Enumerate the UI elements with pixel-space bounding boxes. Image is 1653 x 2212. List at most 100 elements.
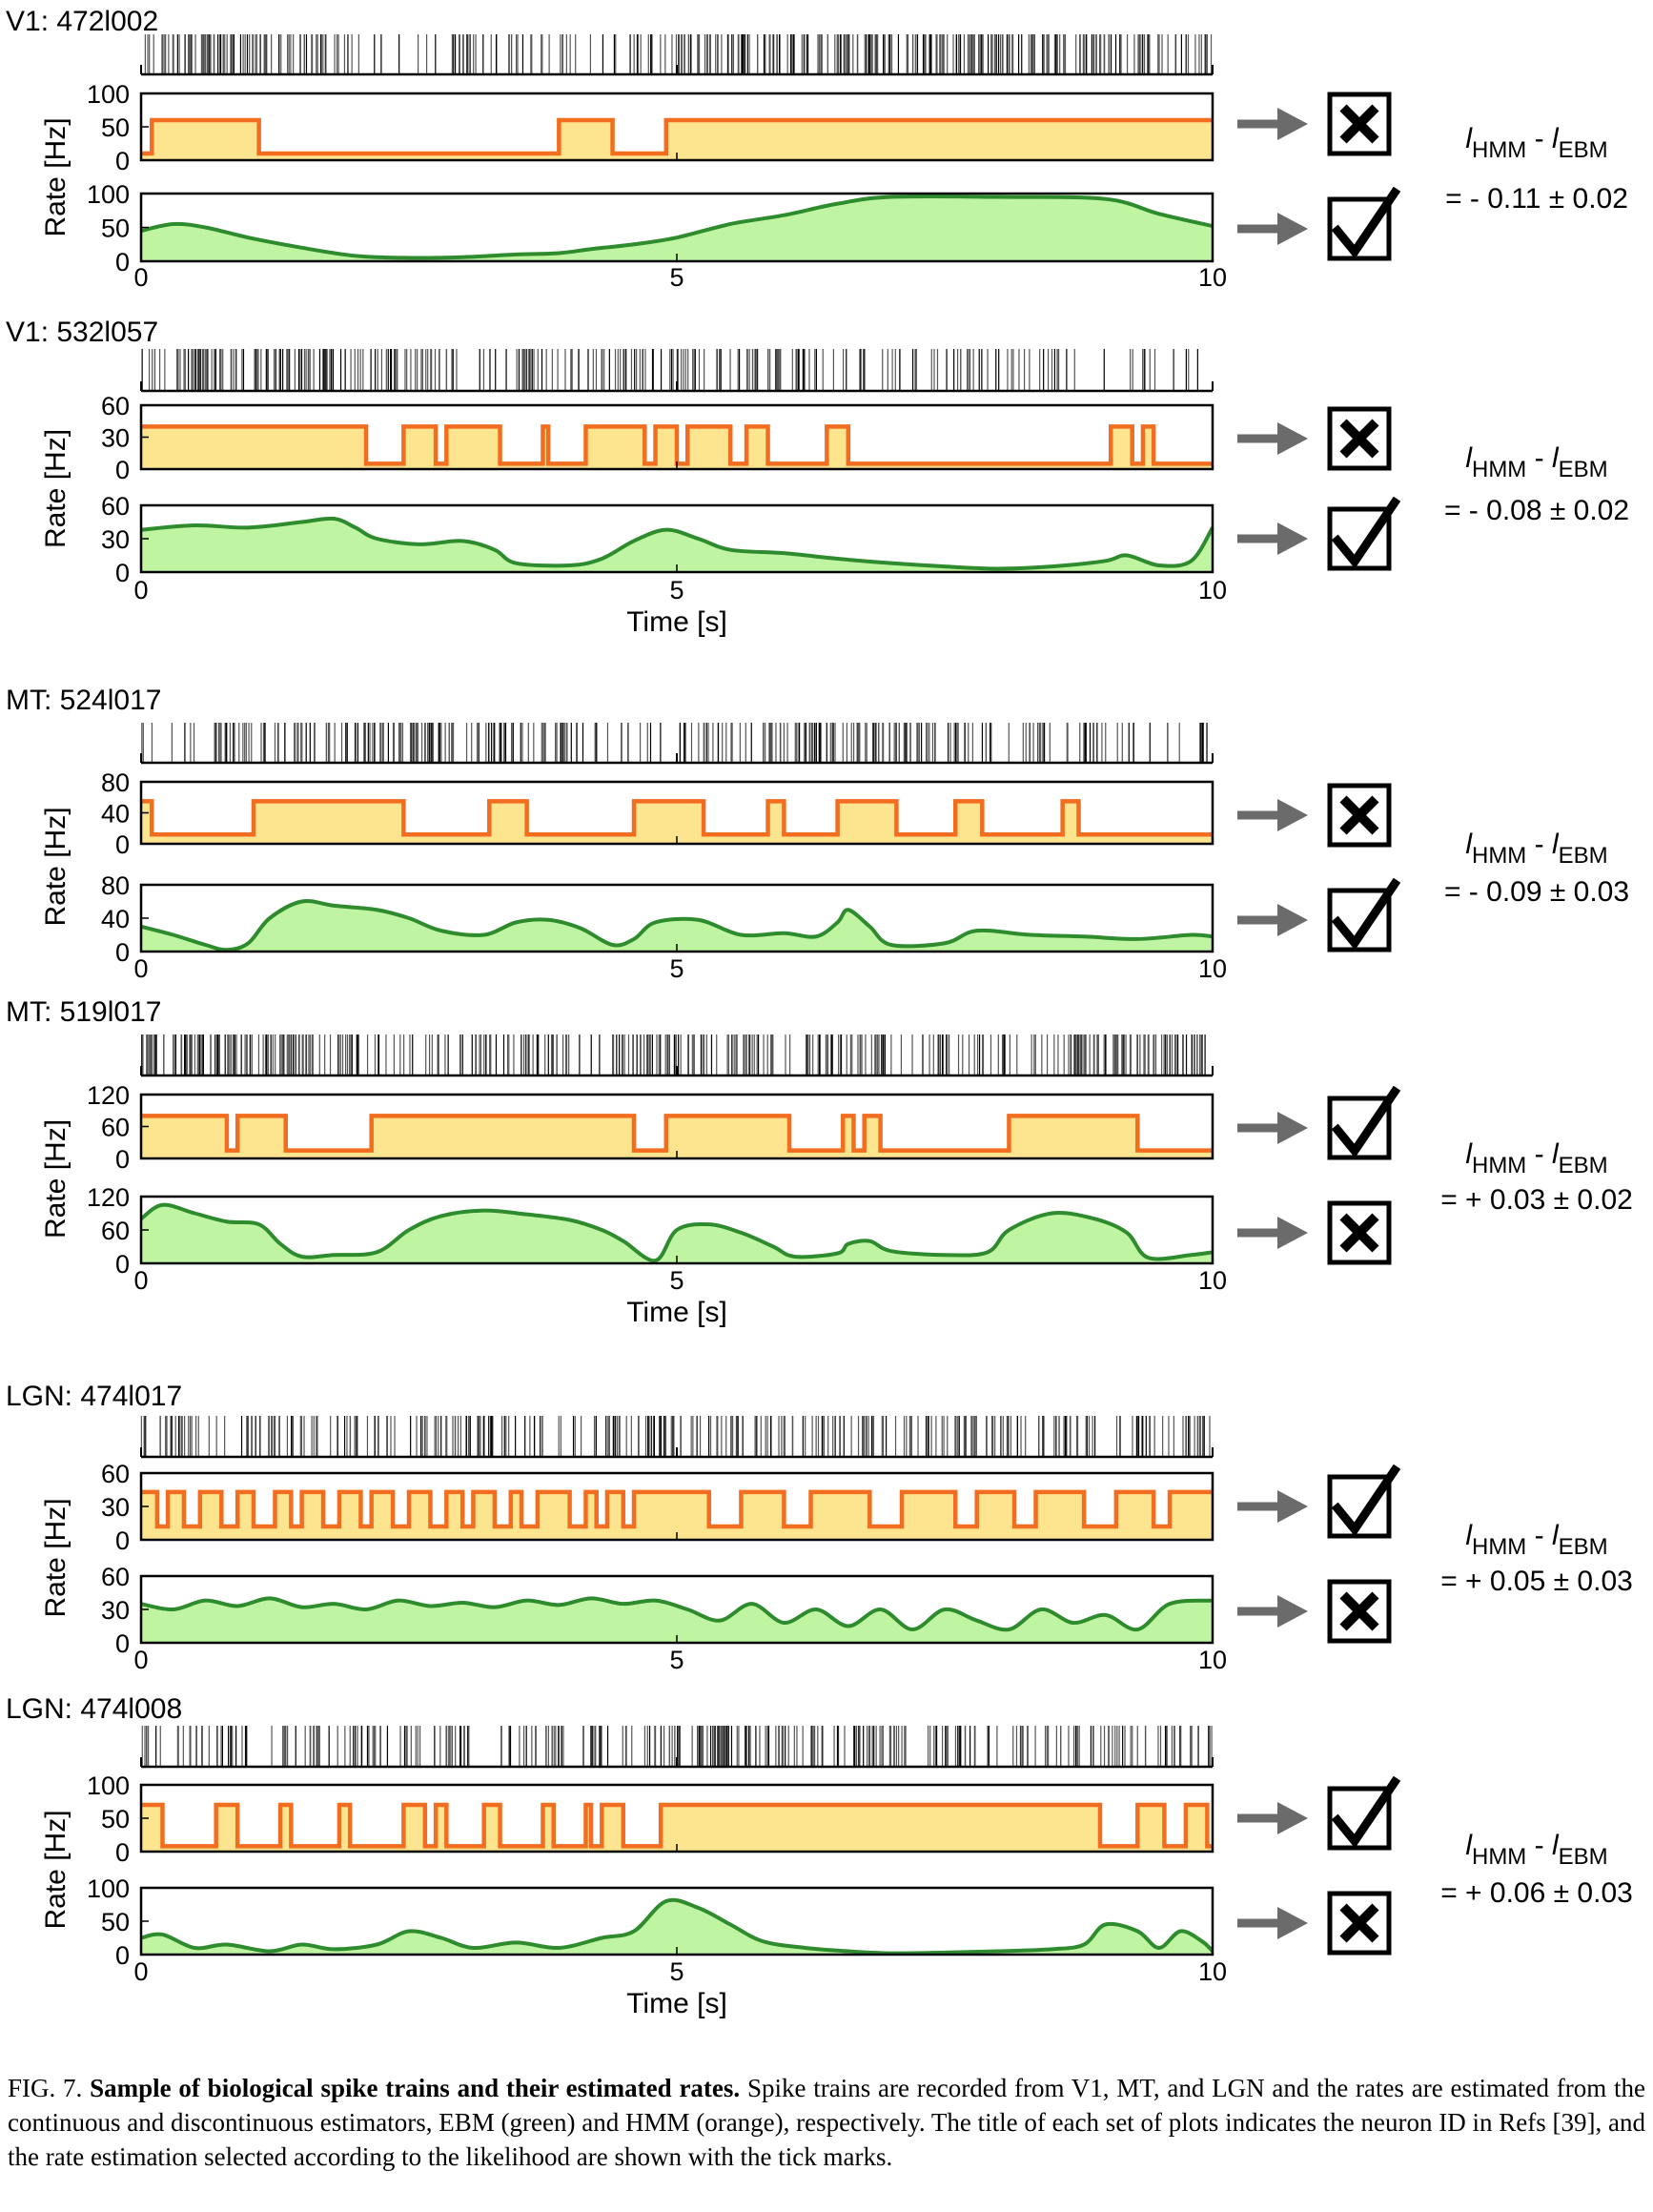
likelihood-diff-part: l bbox=[1465, 123, 1473, 154]
x-tick-label: 10 bbox=[1198, 954, 1227, 983]
likelihood-diff-value: = - 0.11 ± 0.02 bbox=[1445, 183, 1628, 215]
likelihood-diff-part: HMM bbox=[1472, 1844, 1526, 1870]
hmm-rate-line bbox=[141, 1114, 1213, 1153]
x-tick-label: 0 bbox=[133, 576, 148, 604]
arrow-icon bbox=[1277, 213, 1308, 245]
hmm-ytick-label: 0 bbox=[115, 1838, 130, 1867]
cross-icon bbox=[1339, 1903, 1379, 1943]
y-axis-label: Rate [Hz] bbox=[40, 1810, 71, 1929]
x-tick-label: 5 bbox=[669, 954, 684, 983]
panel-title: MT: 519l017 bbox=[6, 996, 161, 1028]
likelihood-diff-part: - bbox=[1526, 1520, 1552, 1551]
likelihood-diff-part: HMM bbox=[1472, 1534, 1526, 1560]
hmm-rate-line bbox=[141, 424, 1213, 466]
ebm-ytick-label: 0 bbox=[115, 559, 130, 587]
hmm-rate-fill bbox=[141, 801, 1213, 844]
y-axis-label: Rate [Hz] bbox=[40, 1498, 71, 1617]
ebm-rate-line bbox=[139, 1202, 1214, 1263]
ebm-ytick-label: 60 bbox=[101, 1563, 130, 1591]
ebm-rate-line bbox=[140, 516, 1214, 571]
likelihood-diff-value: = + 0.03 ± 0.02 bbox=[1440, 1184, 1633, 1216]
figure-caption: FIG. 7. Sample of biological spike train… bbox=[8, 2071, 1645, 2174]
hmm-ytick-label: 50 bbox=[101, 113, 130, 142]
panel-title: LGN: 474l008 bbox=[6, 1693, 182, 1725]
arrow-icon bbox=[1277, 522, 1308, 555]
likelihood-diff-part: EBM bbox=[1559, 1153, 1608, 1178]
likelihood-diff-part: l bbox=[1552, 829, 1560, 860]
cross-icon bbox=[1339, 1213, 1379, 1253]
ebm-ytick-label: 40 bbox=[101, 905, 130, 933]
likelihood-diff-part: l bbox=[1552, 1138, 1560, 1170]
crossbox-frame bbox=[1327, 1891, 1392, 1956]
ebm-ytick-label: 0 bbox=[115, 1941, 130, 1970]
x-tick-label: 5 bbox=[669, 576, 684, 604]
likelihood-diff-part: l bbox=[1552, 442, 1560, 474]
likelihood-diff-part: l bbox=[1465, 1520, 1473, 1551]
likelihood-diff-part: HMM bbox=[1472, 1153, 1526, 1178]
hmm-rate-line bbox=[141, 799, 1213, 837]
arrow-icon bbox=[1277, 422, 1308, 455]
x-tick-label: 0 bbox=[133, 954, 148, 983]
ebm-ytick-label: 100 bbox=[87, 180, 130, 209]
caption-bold: Sample of biological spike trains and th… bbox=[90, 2074, 741, 2102]
x-tick-label: 10 bbox=[1198, 1266, 1227, 1295]
hmm-ytick-label: 0 bbox=[115, 456, 130, 484]
ebm-ytick-label: 120 bbox=[87, 1183, 130, 1212]
hmm-rate-line bbox=[141, 117, 1213, 156]
ebm-ytick-label: 50 bbox=[101, 215, 130, 243]
likelihood-diff-part: - bbox=[1526, 442, 1552, 474]
check-icon bbox=[1331, 1775, 1401, 1849]
hmm-plot-frame bbox=[139, 403, 1214, 471]
hmm-ytick-label: 40 bbox=[101, 800, 130, 829]
hmm-rate-fill bbox=[141, 120, 1213, 160]
x-tick-label: 10 bbox=[1198, 263, 1227, 292]
arrow-icon bbox=[1277, 108, 1308, 140]
ebm-rate-line bbox=[140, 194, 1214, 260]
likelihood-diff-part: l bbox=[1465, 1830, 1473, 1861]
likelihood-diff-value: = - 0.08 ± 0.02 bbox=[1444, 495, 1629, 526]
arrow-icon bbox=[1277, 904, 1308, 936]
likelihood-diff-part: l bbox=[1465, 1138, 1473, 1170]
check-icon bbox=[1331, 1085, 1401, 1158]
ebm-ytick-label: 0 bbox=[115, 1629, 130, 1658]
arrow-icon bbox=[1277, 1490, 1308, 1523]
panel-title: V1: 532l057 bbox=[6, 317, 158, 348]
arrow-icon bbox=[1277, 1112, 1308, 1144]
cross-icon bbox=[1339, 795, 1379, 835]
arrow-icon bbox=[1277, 1217, 1308, 1249]
ebm-ytick-label: 30 bbox=[101, 525, 130, 554]
cross-icon bbox=[1339, 104, 1379, 144]
likelihood-diff-part: HMM bbox=[1472, 137, 1526, 163]
likelihood-diff-part: l bbox=[1552, 1830, 1560, 1861]
hmm-plot-frame bbox=[139, 92, 1214, 162]
ebm-ytick-label: 0 bbox=[115, 248, 130, 276]
cross-icon bbox=[1339, 1591, 1379, 1631]
hmm-ytick-label: 60 bbox=[101, 392, 130, 420]
check-icon bbox=[1331, 186, 1401, 259]
likelihood-diff-part: l bbox=[1552, 123, 1560, 154]
x-tick-label: 0 bbox=[133, 263, 148, 292]
likelihood-diff-part: l bbox=[1465, 829, 1473, 860]
x-tick-label: 10 bbox=[1198, 1957, 1227, 1986]
hmm-ytick-label: 50 bbox=[101, 1805, 130, 1833]
hmm-ytick-label: 80 bbox=[101, 768, 130, 797]
ebm-rate-fill bbox=[141, 1899, 1213, 1955]
hmm-plot-frame bbox=[139, 1093, 1214, 1160]
hmm-ytick-label: 30 bbox=[101, 424, 130, 453]
x-axis-label: Time [s] bbox=[626, 1297, 727, 1328]
likelihood-diff-value: = + 0.05 ± 0.03 bbox=[1440, 1566, 1633, 1597]
likelihood-diff-part: l bbox=[1552, 1520, 1560, 1551]
hmm-rate-line bbox=[141, 1489, 1213, 1529]
ebm-ytick-label: 60 bbox=[101, 1217, 130, 1245]
likelihood-diff-label: lHMM - lEBM bbox=[1465, 1830, 1607, 1870]
y-axis-label: Rate [Hz] bbox=[40, 807, 71, 926]
likelihood-diff-value: = - 0.09 ± 0.03 bbox=[1444, 876, 1629, 908]
x-tick-label: 5 bbox=[669, 1266, 684, 1295]
panel-title: V1: 472l002 bbox=[6, 6, 158, 37]
hmm-rate-fill bbox=[141, 1116, 1213, 1158]
likelihood-diff-part: EBM bbox=[1559, 457, 1608, 482]
x-tick-label: 10 bbox=[1198, 1646, 1227, 1674]
check-icon bbox=[1331, 496, 1401, 569]
hmm-ytick-label: 0 bbox=[115, 147, 130, 175]
